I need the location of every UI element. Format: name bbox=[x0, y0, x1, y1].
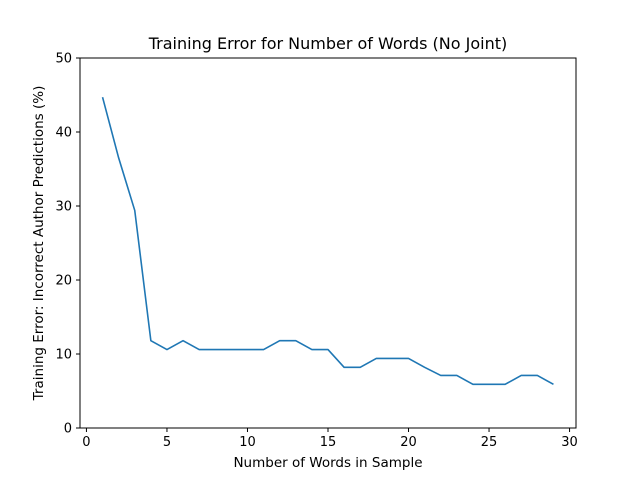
x-tick-label: 5 bbox=[163, 435, 171, 450]
y-tick-label: 0 bbox=[64, 422, 72, 437]
chart-title: Training Error for Number of Words (No J… bbox=[148, 34, 508, 53]
x-tick-label: 30 bbox=[561, 435, 578, 450]
x-tick-label: 0 bbox=[82, 435, 90, 450]
x-tick-label: 25 bbox=[481, 435, 498, 450]
y-tick-label: 40 bbox=[55, 126, 72, 141]
y-tick-label: 30 bbox=[55, 200, 72, 215]
tick-layer: 0 5 10 15 20 25 30 0 10 20 30 40 50 bbox=[55, 52, 577, 451]
series-layer bbox=[101, 97, 554, 386]
plot-background bbox=[80, 58, 576, 428]
x-tick-label: 10 bbox=[239, 435, 256, 450]
x-axis-label: Number of Words in Sample bbox=[233, 455, 422, 471]
y-tick-label: 10 bbox=[55, 348, 72, 363]
y-tick-label: 50 bbox=[55, 52, 72, 67]
plot-frame bbox=[79, 57, 577, 429]
x-tick-label: 15 bbox=[320, 435, 337, 450]
y-axis-label: Training Error: Incorrect Author Predict… bbox=[31, 86, 47, 402]
y-tick-label: 20 bbox=[55, 274, 72, 289]
x-tick-label: 20 bbox=[400, 435, 417, 450]
